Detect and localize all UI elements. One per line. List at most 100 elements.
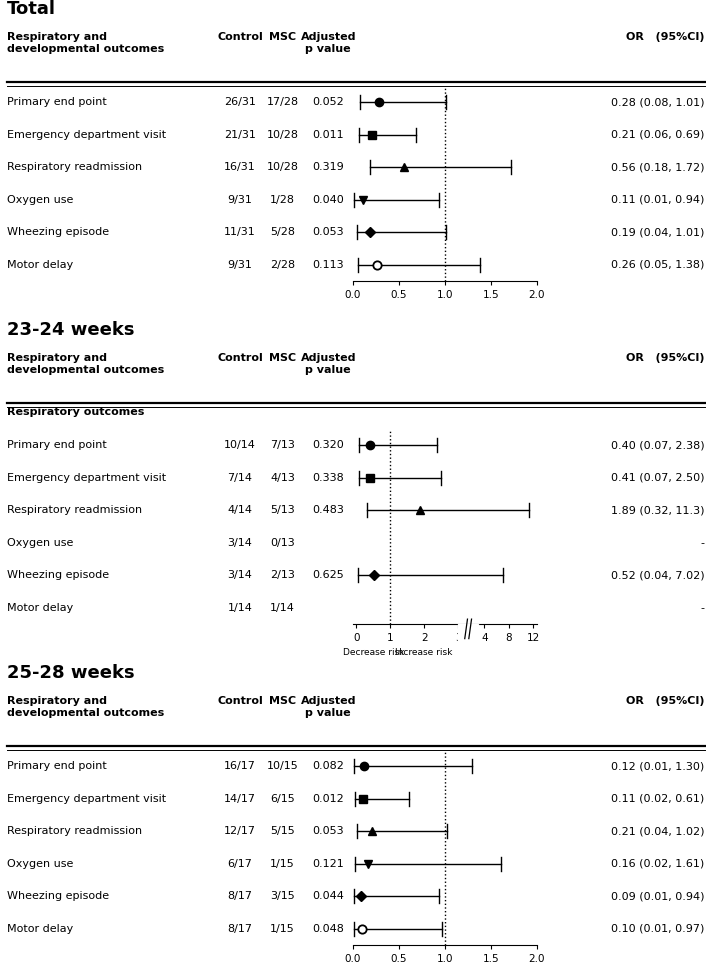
Text: 0.41 (0.07, 2.50): 0.41 (0.07, 2.50) bbox=[611, 473, 705, 482]
Text: Respiratory readmission: Respiratory readmission bbox=[7, 506, 142, 515]
Text: 10/15: 10/15 bbox=[267, 761, 298, 771]
Text: 0.113: 0.113 bbox=[313, 260, 344, 270]
Text: -: - bbox=[700, 537, 705, 548]
Text: 0.053: 0.053 bbox=[313, 227, 344, 237]
Bar bbox=[458, 624, 478, 683]
Text: 1/14: 1/14 bbox=[270, 603, 295, 612]
Text: 11/31: 11/31 bbox=[225, 227, 256, 237]
Text: 12/17: 12/17 bbox=[224, 826, 256, 836]
Text: 0/13: 0/13 bbox=[270, 537, 295, 548]
Text: 2/13: 2/13 bbox=[270, 570, 295, 581]
Text: Respiratory and
developmental outcomes: Respiratory and developmental outcomes bbox=[7, 353, 164, 375]
Text: Increase risk: Increase risk bbox=[395, 648, 453, 658]
Text: 6/17: 6/17 bbox=[227, 859, 253, 869]
Text: 5/13: 5/13 bbox=[270, 506, 295, 515]
Text: OR   (95%CI): OR (95%CI) bbox=[626, 696, 705, 706]
Text: 0.319: 0.319 bbox=[313, 162, 344, 172]
Text: 3/14: 3/14 bbox=[227, 570, 253, 581]
Text: 0.16 (0.02, 1.61): 0.16 (0.02, 1.61) bbox=[611, 859, 705, 869]
Text: 0.121: 0.121 bbox=[313, 859, 344, 869]
Text: 3/15: 3/15 bbox=[270, 891, 295, 901]
Text: Wheezing episode: Wheezing episode bbox=[7, 891, 109, 901]
Text: 0.19 (0.04, 1.01): 0.19 (0.04, 1.01) bbox=[611, 227, 705, 237]
Text: Motor delay: Motor delay bbox=[7, 924, 73, 934]
Text: 1/15: 1/15 bbox=[270, 924, 295, 934]
Text: Wheezing episode: Wheezing episode bbox=[7, 570, 109, 581]
Text: Adjusted
p value: Adjusted p value bbox=[301, 32, 356, 54]
Text: 0.21 (0.04, 1.02): 0.21 (0.04, 1.02) bbox=[611, 826, 705, 836]
Text: Primary end point: Primary end point bbox=[7, 761, 107, 771]
Text: 6/15: 6/15 bbox=[270, 794, 295, 804]
Text: 2/28: 2/28 bbox=[270, 260, 295, 270]
Text: OR   (95%CI): OR (95%CI) bbox=[626, 353, 705, 363]
Text: 10/28: 10/28 bbox=[266, 162, 299, 172]
Text: OR   (95%CI): OR (95%CI) bbox=[626, 32, 705, 42]
Text: 26/31: 26/31 bbox=[224, 97, 256, 107]
Text: Adjusted
p value: Adjusted p value bbox=[301, 353, 356, 375]
Text: 0.044: 0.044 bbox=[312, 891, 345, 901]
Text: 25-28 weeks: 25-28 weeks bbox=[7, 664, 135, 682]
Text: 7/13: 7/13 bbox=[270, 440, 295, 451]
Text: 4/14: 4/14 bbox=[227, 506, 253, 515]
Text: 0.56 (0.18, 1.72): 0.56 (0.18, 1.72) bbox=[611, 162, 705, 172]
Text: 0.338: 0.338 bbox=[313, 473, 344, 482]
Text: 0.09 (0.01, 0.94): 0.09 (0.01, 0.94) bbox=[611, 891, 705, 901]
Text: 10/28: 10/28 bbox=[266, 130, 299, 140]
Text: Respiratory readmission: Respiratory readmission bbox=[7, 826, 142, 836]
Text: 7/14: 7/14 bbox=[227, 473, 253, 482]
Text: 1/14: 1/14 bbox=[227, 603, 253, 612]
Text: -: - bbox=[700, 603, 705, 612]
Text: 0.11 (0.01, 0.94): 0.11 (0.01, 0.94) bbox=[611, 195, 705, 205]
Text: Wheezing episode: Wheezing episode bbox=[7, 227, 109, 237]
Text: 0.26 (0.05, 1.38): 0.26 (0.05, 1.38) bbox=[611, 260, 705, 270]
Text: 9/31: 9/31 bbox=[227, 195, 253, 205]
Text: Primary end point: Primary end point bbox=[7, 97, 107, 107]
Text: 0.40 (0.07, 2.38): 0.40 (0.07, 2.38) bbox=[611, 440, 705, 451]
Text: Motor delay: Motor delay bbox=[7, 260, 73, 270]
Text: 9/31: 9/31 bbox=[227, 260, 253, 270]
Text: Emergency department visit: Emergency department visit bbox=[7, 473, 166, 482]
Text: MSC: MSC bbox=[269, 353, 296, 363]
Text: Adjusted
p value: Adjusted p value bbox=[301, 696, 356, 717]
Text: 5/28: 5/28 bbox=[270, 227, 295, 237]
Text: 16/31: 16/31 bbox=[225, 162, 256, 172]
Text: 10/14: 10/14 bbox=[224, 440, 256, 451]
Text: 0.053: 0.053 bbox=[313, 826, 344, 836]
Text: 14/17: 14/17 bbox=[224, 794, 256, 804]
Text: Oxygen use: Oxygen use bbox=[7, 537, 73, 548]
Text: Respiratory outcomes: Respiratory outcomes bbox=[7, 407, 145, 417]
Text: Decrease risk: Decrease risk bbox=[342, 648, 404, 658]
Text: 0.21 (0.06, 0.69): 0.21 (0.06, 0.69) bbox=[611, 130, 705, 140]
Text: Total: Total bbox=[7, 0, 56, 18]
Text: 1/28: 1/28 bbox=[270, 195, 295, 205]
Text: 0.52 (0.04, 7.02): 0.52 (0.04, 7.02) bbox=[611, 570, 705, 581]
Text: 0.11 (0.02, 0.61): 0.11 (0.02, 0.61) bbox=[611, 794, 705, 804]
Text: 1/15: 1/15 bbox=[270, 859, 295, 869]
Text: Control: Control bbox=[217, 353, 263, 363]
Text: Control: Control bbox=[217, 32, 263, 42]
Text: 0.048: 0.048 bbox=[312, 924, 345, 934]
Text: 0.483: 0.483 bbox=[312, 506, 345, 515]
Text: Primary end point: Primary end point bbox=[7, 440, 107, 451]
Text: 0.040: 0.040 bbox=[313, 195, 344, 205]
Text: MSC: MSC bbox=[269, 32, 296, 42]
Text: 4/13: 4/13 bbox=[270, 473, 295, 482]
Text: 0.052: 0.052 bbox=[313, 97, 344, 107]
Text: 0.10 (0.01, 0.97): 0.10 (0.01, 0.97) bbox=[611, 924, 705, 934]
Text: 17/28: 17/28 bbox=[266, 97, 299, 107]
Text: 21/31: 21/31 bbox=[224, 130, 256, 140]
Text: 5/15: 5/15 bbox=[270, 826, 295, 836]
Text: 0.082: 0.082 bbox=[312, 761, 345, 771]
Text: Emergency department visit: Emergency department visit bbox=[7, 794, 166, 804]
Text: 0.320: 0.320 bbox=[313, 440, 344, 451]
Text: Oxygen use: Oxygen use bbox=[7, 195, 73, 205]
Text: 0.12 (0.01, 1.30): 0.12 (0.01, 1.30) bbox=[611, 761, 705, 771]
Text: Motor delay: Motor delay bbox=[7, 603, 73, 612]
Text: 16/17: 16/17 bbox=[224, 761, 256, 771]
Text: 1.89 (0.32, 11.3): 1.89 (0.32, 11.3) bbox=[611, 506, 705, 515]
Text: Oxygen use: Oxygen use bbox=[7, 859, 73, 869]
Text: 3/14: 3/14 bbox=[227, 537, 253, 548]
Text: Respiratory and
developmental outcomes: Respiratory and developmental outcomes bbox=[7, 32, 164, 54]
Text: Control: Control bbox=[217, 696, 263, 706]
Text: Emergency department visit: Emergency department visit bbox=[7, 130, 166, 140]
